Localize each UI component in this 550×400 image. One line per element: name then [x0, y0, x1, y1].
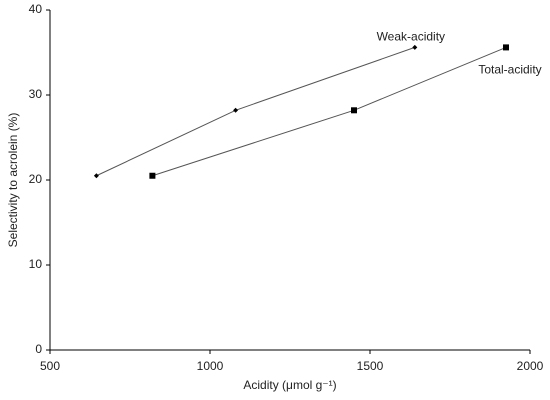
point [351, 107, 357, 114]
x-tick-label: 500 [40, 359, 60, 373]
x-tick-label: 1500 [357, 359, 384, 373]
y-tick-label: 20 [29, 172, 43, 186]
point [93, 173, 99, 179]
x-axis-label: Acidity (μmol g⁻¹) [243, 378, 336, 392]
point [149, 172, 156, 179]
series-line [152, 46, 507, 177]
point [233, 107, 239, 113]
point [503, 44, 509, 51]
series-label: Weak-acidity [377, 30, 445, 44]
y-tick-label: 40 [29, 2, 43, 16]
x-tick-label: 2000 [517, 359, 544, 373]
y-tick-label: 30 [29, 87, 43, 101]
y-axis-label: Selectivity to acrolein (%) [6, 113, 20, 248]
x-tick-label: 1000 [197, 359, 224, 373]
series-label: Total-acidity [478, 63, 541, 77]
point [412, 44, 418, 50]
y-tick-label: 10 [29, 257, 43, 271]
y-tick-label: 0 [35, 342, 42, 356]
series-line [96, 46, 415, 177]
